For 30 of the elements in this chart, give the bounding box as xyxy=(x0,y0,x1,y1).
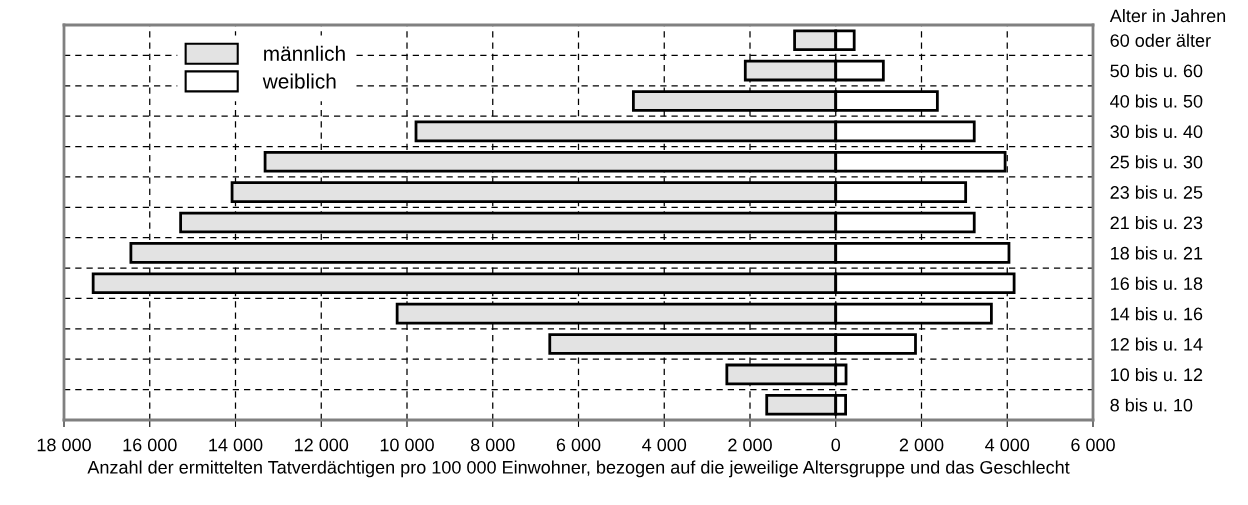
y-tick-label: 40 bis u. 50 xyxy=(1110,94,1203,108)
x-tick-label: 6 000 xyxy=(1071,438,1115,452)
x-tick-label: 0 xyxy=(831,438,841,452)
x-axis-title: Anzahl der ermittelten Tatverdächtigen pro 100 000 Einwohner, bezogen auf die jeweilige Altersgruppe und das Geschlecht xyxy=(87,460,1070,478)
y-tick-label: 60 oder älter xyxy=(1110,33,1211,47)
x-tick-label: 4 000 xyxy=(985,438,1030,452)
x-tick-label: 14 000 xyxy=(209,438,263,452)
x-tick-label: 18 000 xyxy=(37,438,91,452)
x-tick-label: 2 000 xyxy=(899,438,944,452)
y-tick-label: 21 bis u. 23 xyxy=(1110,215,1203,230)
x-tick-label: 6 000 xyxy=(556,438,601,452)
y-tick-label: 50 bis u. 60 xyxy=(1110,64,1203,78)
legend-label: weiblich xyxy=(262,73,336,89)
x-tick-label: 8 000 xyxy=(470,438,515,452)
y-tick-label: 25 bis u. 30 xyxy=(1110,155,1203,169)
x-tick-label: 16 000 xyxy=(123,438,177,452)
y-tick-label: 18 bis u. 21 xyxy=(1111,246,1203,260)
legend-label: männlich xyxy=(264,45,345,62)
y-tick-label: 12 bis u. 14 xyxy=(1111,337,1203,351)
y-tick-label: 30 bis u. 40 xyxy=(1110,124,1203,139)
y-tick-label: 10 bis u. 12 xyxy=(1111,367,1203,382)
x-tick-label: 10 000 xyxy=(380,438,434,452)
x-tick-label: 2 000 xyxy=(728,438,772,452)
y-axis-title: Alter in Jahren xyxy=(1109,9,1226,23)
x-tick-label: 4 000 xyxy=(642,438,687,452)
y-tick-label: 14 bis u. 16 xyxy=(1111,307,1203,321)
y-tick-label: 16 bis u. 18 xyxy=(1111,276,1203,290)
y-tick-label: 8 bis u. 10 xyxy=(1110,398,1193,412)
x-tick-label: 12 000 xyxy=(295,438,349,452)
y-tick-label: 23 bis u. 25 xyxy=(1110,185,1203,199)
